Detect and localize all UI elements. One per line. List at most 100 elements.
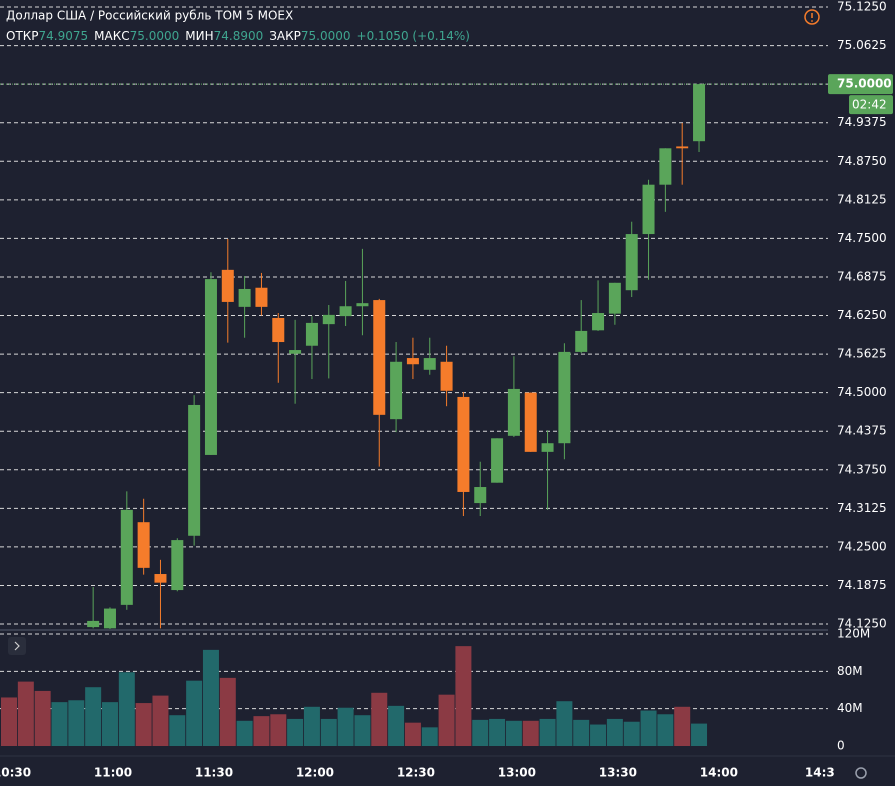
volume-bar	[287, 718, 304, 746]
candle-body	[204, 279, 217, 455]
volume-bar	[539, 718, 556, 746]
volume-bar	[51, 702, 68, 746]
volume-bar	[152, 695, 169, 746]
volume-bar	[320, 718, 337, 746]
volume-pane	[1, 646, 708, 746]
volume-bar	[522, 720, 539, 746]
candle-body	[87, 620, 100, 628]
y2-tick-label: 120M	[837, 627, 870, 641]
volume-bar	[590, 724, 607, 746]
collapse-icon	[14, 641, 20, 651]
y-tick-label: 74.3125	[837, 501, 887, 515]
candle-body	[659, 148, 672, 185]
legend-label: ОТКР74.9075 МАКС75.0000 МИН74.8900 ЗАКР75.0…	[6, 29, 470, 43]
price-pane	[0, 83, 828, 630]
volume-bar	[623, 721, 640, 746]
volume-bar	[489, 718, 506, 746]
volume-bar	[101, 702, 118, 746]
y-tick-label: 74.8125	[837, 192, 887, 206]
candle-body	[541, 443, 554, 452]
volume-bar	[472, 719, 489, 746]
volume-bar	[17, 681, 34, 746]
candle-body	[154, 574, 167, 583]
settings-icon[interactable]	[855, 767, 867, 779]
volume-bar	[219, 677, 236, 746]
volume-bar	[270, 714, 287, 746]
volume-bar	[202, 649, 219, 746]
y2-tick-label: 40M	[837, 701, 863, 715]
volume-bar	[135, 703, 152, 746]
volume-bar	[371, 692, 388, 746]
volume-bar	[573, 719, 590, 746]
candle-body	[491, 438, 504, 483]
alert-icon[interactable]	[804, 9, 820, 25]
x-tick-label: 13:00	[498, 766, 536, 780]
y-tick-label: 74.9375	[837, 115, 887, 129]
y-tick-label: 74.6250	[837, 308, 887, 322]
volume-bar	[68, 700, 85, 746]
y-tick-label: 74.5625	[837, 347, 887, 361]
x-tick-label: 14:00	[700, 766, 738, 780]
x-tick-label: 12:00	[296, 766, 334, 780]
volume-bar	[404, 722, 421, 746]
volume-bar	[388, 705, 405, 746]
countdown-label: 02:42	[852, 98, 887, 112]
volume-bar	[438, 694, 455, 746]
candle-body	[322, 314, 335, 325]
candle-body	[676, 146, 689, 149]
y-tick-label: 74.4375	[837, 424, 887, 438]
volume-bar	[556, 701, 573, 746]
candle-body	[693, 84, 706, 142]
candle-body	[390, 361, 403, 420]
volume-bar	[85, 687, 102, 746]
volume-bar	[169, 715, 186, 746]
volume-bar	[674, 706, 691, 746]
ohlc-legend: ОТКР74.9075 МАКС75.0000 МИН74.8900 ЗАКР75.0…	[6, 29, 470, 43]
volume-bar	[186, 680, 203, 746]
countdown-box	[849, 95, 893, 115]
candle-body	[507, 388, 520, 436]
x-tick-label: 11:30	[195, 766, 233, 780]
candle-body	[305, 322, 318, 346]
candle-body	[440, 361, 453, 391]
volume-bar	[691, 723, 708, 746]
candle-body	[356, 303, 369, 307]
y-tick-label: 74.3750	[837, 462, 887, 476]
candle-body	[592, 313, 605, 331]
collapse-button[interactable]	[8, 637, 26, 655]
candle-body	[137, 522, 150, 568]
y-tick-label: 74.1250	[837, 617, 887, 631]
y2-tick-label: 0	[837, 739, 845, 753]
y-tick-label: 74.2500	[837, 539, 887, 553]
volume-bar	[1, 697, 17, 746]
volume-bar	[421, 727, 438, 746]
y-tick-label: 75.1250	[837, 0, 887, 14]
candle-body	[406, 358, 419, 365]
volume-bar	[657, 714, 674, 746]
volume-bar	[640, 710, 657, 746]
candle-body	[457, 396, 470, 492]
candle-body	[423, 358, 436, 370]
last-price-box	[828, 74, 893, 95]
candle-body	[238, 288, 251, 307]
candle-body	[575, 330, 588, 352]
last-price-label: 75.0000	[837, 77, 892, 91]
volume-bar	[34, 690, 51, 746]
x-tick-label: 12:30	[397, 766, 435, 780]
y-tick-label: 75.0625	[837, 38, 887, 52]
volume-bar	[606, 718, 623, 746]
volume-bar	[354, 715, 371, 746]
x-tick-label: 13:30	[599, 766, 637, 780]
x-tick-label: 10:30	[0, 766, 31, 780]
candle-body	[373, 300, 386, 415]
volume-bar	[118, 672, 135, 746]
candle-body	[272, 317, 285, 343]
volume-bar	[337, 707, 354, 746]
y-tick-label: 74.7500	[837, 231, 887, 245]
candle-body	[171, 540, 184, 591]
candle-body	[339, 306, 352, 317]
volume-bar	[505, 720, 522, 746]
candle-body	[120, 509, 133, 605]
volume-bar	[455, 646, 472, 746]
